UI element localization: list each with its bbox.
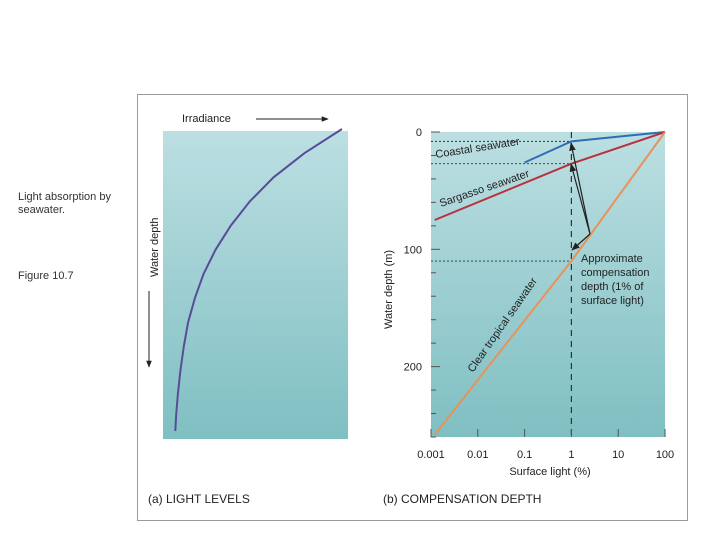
annotation-line-2: compensation <box>581 267 650 279</box>
clear-tropical-seawater-line <box>433 131 666 436</box>
figure-frame: Irradiance Water depth (a) LIGHT LEVELS … <box>137 94 688 521</box>
irradiance-curve <box>174 128 343 432</box>
panel-a-x-axis-label: Irradiance <box>182 113 231 125</box>
annotation-line-3: depth (1% of <box>581 281 644 293</box>
y-tick-label-1: 100 <box>404 244 422 256</box>
y-tick-label-0: 0 <box>416 127 422 139</box>
x-tick-label-2: 0.1 <box>517 449 532 461</box>
panel-b-x-ticks: 0.001 0.01 0.1 1 10 100 <box>417 429 674 461</box>
x-tick-label-0: 0.001 <box>417 449 445 461</box>
panel-b-plot-area <box>431 132 665 437</box>
panel-a-plot-area <box>163 131 348 439</box>
annotation-arrow-sargasso <box>569 163 591 235</box>
annotation-arrow-tropical <box>571 233 591 251</box>
panel-a-caption: (a) LIGHT LEVELS <box>148 492 250 506</box>
panel-a-light-levels: Irradiance Water depth (a) LIGHT LEVELS <box>146 113 348 506</box>
x-tick-label-5: 100 <box>656 449 674 461</box>
panel-b-y-axis-label: Water depth (m) <box>383 250 395 329</box>
annotation-line-1: Approximate <box>581 253 643 265</box>
panel-b-y-ticks: 0 100 200 <box>404 127 440 438</box>
annotation-arrow-coastal <box>569 142 591 235</box>
compensation-depth-annotation: Approximate compensation depth (1% of su… <box>569 142 650 307</box>
figure-svg: Irradiance Water depth (a) LIGHT LEVELS … <box>146 113 674 506</box>
x-tick-label-4: 10 <box>612 449 624 461</box>
reference-lines <box>431 132 572 437</box>
panel-a-y-axis-label: Water depth <box>149 217 161 277</box>
y-tick-label-2: 200 <box>404 362 422 374</box>
panel-b-x-axis-label: Surface light (%) <box>509 466 590 478</box>
coastal-seawater-line <box>524 131 666 164</box>
x-tick-label-1: 0.01 <box>467 449 488 461</box>
x-tick-label-3: 1 <box>568 449 574 461</box>
panel-b-caption: (b) COMPENSATION DEPTH <box>383 492 541 506</box>
slide-caption: Light absorption by seawater. <box>18 191 111 216</box>
annotation-line-4: surface light) <box>581 295 644 307</box>
figure-number-label: Figure 10.7 <box>18 270 74 282</box>
